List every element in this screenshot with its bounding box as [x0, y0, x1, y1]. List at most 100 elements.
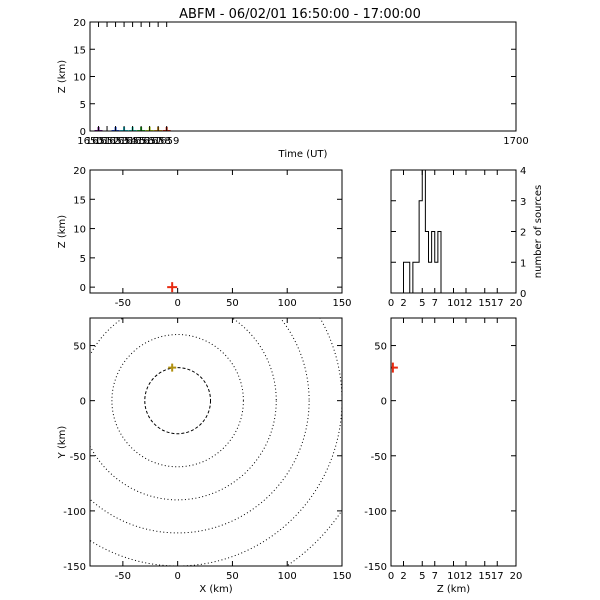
x-axis-label: Time (UT) — [278, 149, 328, 160]
plot-area — [391, 170, 516, 293]
y-tick-label: 0 — [80, 127, 86, 138]
x-tick-label: 20 — [510, 571, 523, 582]
x-tick-label: 1659 — [154, 136, 179, 147]
x-tick-label: 150 — [332, 298, 351, 309]
x-tick-label: 0 — [174, 571, 180, 582]
data-point — [167, 282, 178, 293]
y-tick-label: 20 — [73, 166, 86, 177]
plot-area — [90, 318, 342, 566]
histogram-bar — [422, 170, 425, 293]
x-tick-label: -50 — [115, 571, 131, 582]
plot-frame — [89, 317, 343, 567]
histogram-bar — [432, 232, 435, 294]
x-tick-label: 1655 — [120, 136, 145, 147]
histogram-bar — [407, 262, 410, 293]
range-ring — [90, 318, 277, 501]
x-tick-label: 1652 — [94, 136, 119, 147]
x-tick-label: 0 — [388, 571, 394, 582]
y-tick-label: 10 — [73, 73, 86, 84]
x-tick-label: 1700 — [503, 136, 528, 147]
plot-frame — [89, 169, 343, 294]
histogram-bar — [438, 232, 441, 294]
x-tick-label: 150 — [332, 571, 351, 582]
x-tick-label: 17 — [491, 571, 504, 582]
x-tick-label: 2 — [400, 571, 406, 582]
x-tick-label: 0 — [174, 298, 180, 309]
x-tick-label: 100 — [278, 298, 297, 309]
x-tick-label: 50 — [226, 298, 239, 309]
x-tick-label: 1653 — [103, 136, 128, 147]
x-tick-label: 50 — [226, 571, 239, 582]
x-axis-label: Z (km) — [437, 584, 470, 595]
x-tick-label: 1651 — [86, 136, 111, 147]
x-tick-label: -50 — [115, 298, 131, 309]
range-ring — [144, 367, 212, 435]
histogram-bar — [425, 232, 428, 294]
x-tick-label: 100 — [278, 571, 297, 582]
y-tick-label: 0 — [80, 397, 86, 408]
data-point — [168, 363, 177, 372]
x-axis-label: X (km) — [199, 584, 232, 595]
x-tick-label: 10 — [447, 571, 460, 582]
y-tick-label: 0 — [80, 283, 86, 294]
figure-title: ABFM - 06/02/01 16:50:00 - 17:00:00 — [179, 7, 421, 22]
plot-area — [391, 362, 398, 373]
y-tick-label: 5 — [80, 254, 86, 265]
x-tick-label: 2 — [400, 298, 406, 309]
x-tick-label: 15 — [478, 298, 491, 309]
y-tick-label: -100 — [63, 507, 86, 518]
y-axis-label: number of sources — [533, 185, 544, 278]
y-tick-label: 15 — [73, 195, 86, 206]
x-tick-label: 1656 — [128, 136, 153, 147]
panel-x-y: -50 0 50 100 150 -150 -100 -50 0 50 X (km) Y (km) — [57, 317, 352, 595]
y-tick-label: 5 — [80, 100, 86, 111]
y-tick-label: -50 — [70, 452, 86, 463]
histogram-bar — [416, 262, 419, 293]
y-axis-label: Z (km) — [57, 60, 68, 93]
range-ring — [90, 318, 310, 534]
x-tick-label: 15 — [478, 571, 491, 582]
x-tick-label: 20 — [510, 298, 523, 309]
y-tick-label: 3 — [520, 197, 526, 208]
histogram-bar — [413, 262, 416, 293]
x-tick-label: 7 — [432, 571, 438, 582]
y-tick-label: 1 — [520, 258, 526, 269]
x-tick-label: 1654 — [111, 136, 136, 147]
y-tick-label: 4 — [520, 166, 526, 177]
x-tick-label: 12 — [460, 298, 473, 309]
y-axis-label: Y (km) — [57, 426, 68, 460]
y-tick-label: -100 — [364, 507, 387, 518]
x-tick-label: 1650 — [77, 136, 102, 147]
plot-area — [167, 282, 178, 293]
x-tick-label: 1657 — [137, 136, 162, 147]
y-tick-label: 2 — [520, 228, 526, 239]
histogram-outline — [391, 170, 516, 293]
histogram-bar — [429, 262, 432, 293]
histogram-bar — [419, 201, 422, 293]
x-tick-label: 1658 — [145, 136, 170, 147]
y-axis-label: Z (km) — [57, 215, 68, 248]
panel-time-height: 1650165116521653165416551656165716581659… — [57, 18, 529, 160]
x-tick-label: 5 — [419, 298, 425, 309]
y-tick-label: 15 — [73, 45, 86, 56]
x-tick-label: 10 — [447, 298, 460, 309]
y-tick-label: 50 — [73, 342, 86, 353]
y-tick-label: 10 — [73, 225, 86, 236]
x-tick-label: 5 — [419, 571, 425, 582]
x-tick-label: 7 — [432, 298, 438, 309]
y-tick-label: 20 — [73, 18, 86, 29]
y-tick-label: 0 — [381, 397, 387, 408]
plot-frame — [390, 317, 517, 567]
x-tick-label: 12 — [460, 571, 473, 582]
y-tick-label: -150 — [63, 562, 86, 573]
x-tick-label: 0 — [388, 298, 394, 309]
y-tick-label: -50 — [371, 452, 387, 463]
x-tick-label: 17 — [491, 298, 504, 309]
range-ring — [285, 509, 342, 566]
y-tick-label: 0 — [520, 289, 526, 300]
plot-frame — [89, 21, 517, 132]
panel-x-z: -50 0 50 100 150 0 5 10 15 20 Z (km) — [57, 166, 352, 309]
